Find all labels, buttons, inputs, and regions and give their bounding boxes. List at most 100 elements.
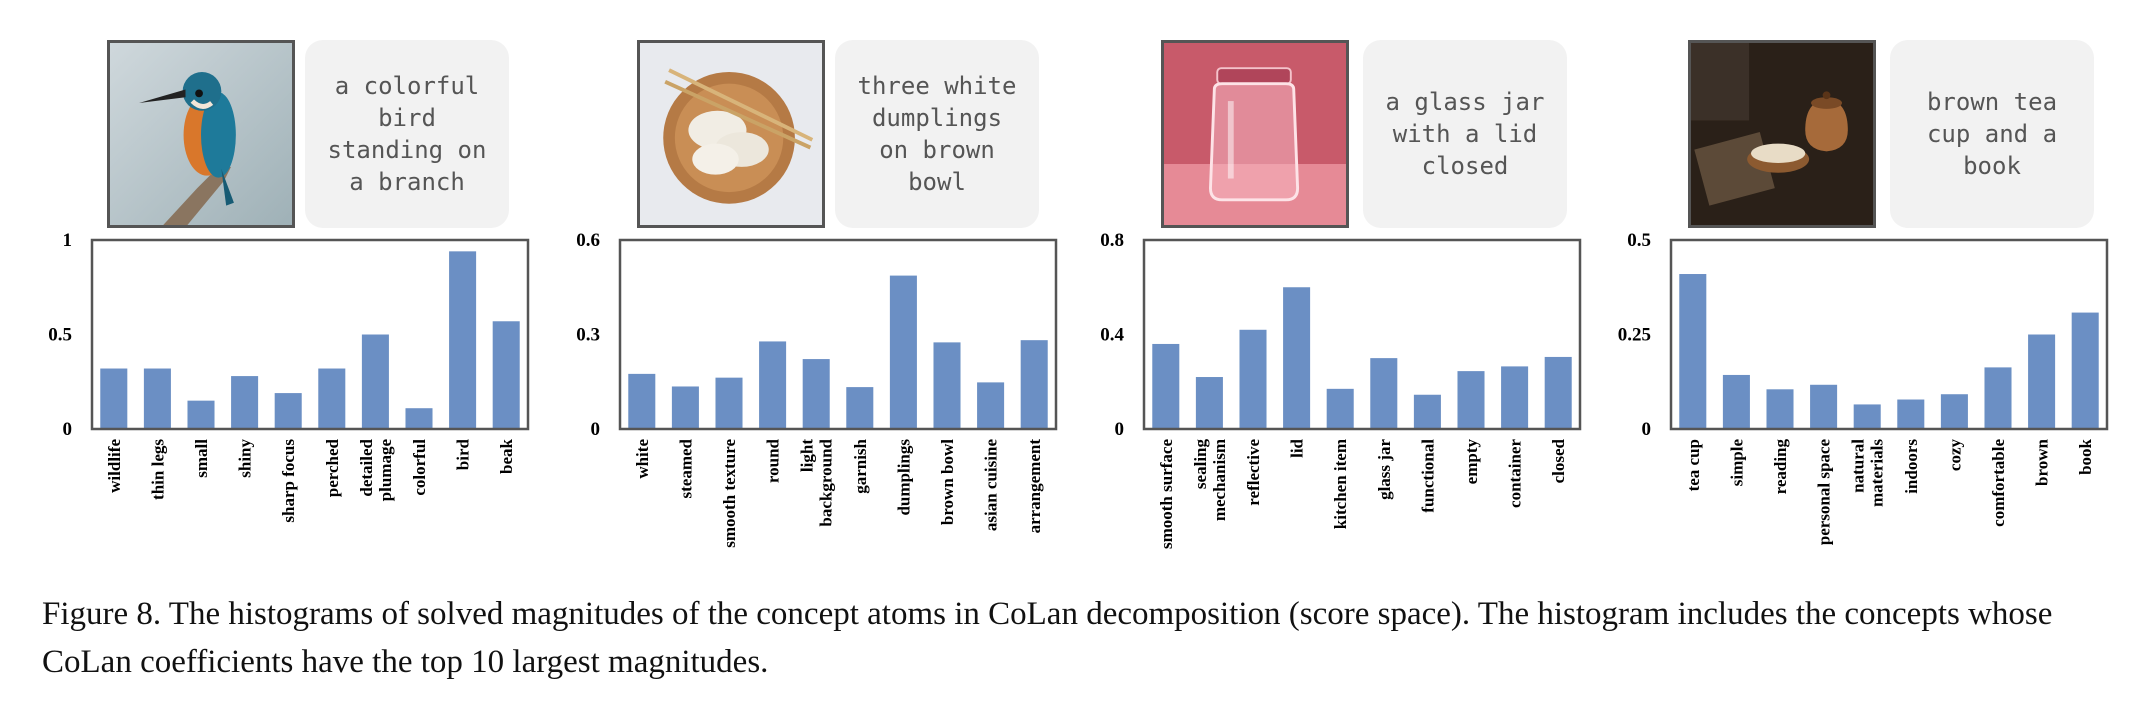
category-label: sharp focus [279,439,298,523]
bar [361,334,389,429]
category-label: simple [1727,439,1746,487]
category-label: asian cuisine [982,439,1001,532]
category-label: bird [454,438,473,470]
bar [977,382,1005,429]
bar [889,275,917,429]
y-tick-label: 0 [1642,419,1652,440]
bar [1679,274,1707,429]
y-tick-label: 1 [63,230,73,251]
category-label: beak [497,438,516,474]
panel-caption: brown tea cup and a book [1890,40,2094,228]
category-label: steamed [676,438,695,498]
category-label: lightbackground [798,438,836,526]
figure-caption: Figure 8. The histograms of solved magni… [42,596,2053,680]
bar [933,342,961,429]
category-label: naturalmaterials [1849,439,1887,507]
panel-caption-text: a colorful bird standing on a branch [327,72,487,196]
bar [274,393,302,429]
y-tick-label: 0.5 [1627,230,1651,251]
dumplings-bowl-photo [637,40,825,228]
category-label: detailedplumage [357,438,395,501]
plot-frame [1669,238,2109,431]
category-label: colorful [410,439,429,496]
bar [100,368,128,429]
histogram-4: tea cup simple reading personal space natura… [1618,230,2109,546]
bar [318,368,346,429]
bar [231,376,259,429]
category-label: book [2076,438,2095,474]
bird-image-drawing [110,43,292,225]
category-label: comfortable [1989,439,2008,527]
category-label: lid [1288,438,1307,457]
bar [1413,394,1441,429]
y-tick-label: 0.4 [1100,325,1124,346]
bar [2028,334,2056,429]
bar [1766,389,1794,429]
y-tick-label: 0.5 [48,325,72,346]
bar [715,377,743,429]
panel-caption: a colorful bird standing on a branch [305,40,509,228]
bar [1152,343,1180,429]
bar [1283,287,1311,429]
jar-image-drawing [1164,43,1346,225]
histogram-3: smooth surface sealingmechanism reflective… [1100,230,1582,549]
bar [2071,312,2099,429]
tea-image-drawing [1691,43,1873,225]
bar [143,368,171,429]
histograms: wildlife thin legs small shiny sharp focus pe… [48,230,2109,549]
category-label: kitchen item [1331,439,1350,529]
y-tick-label: 0.3 [576,325,600,346]
bar [1457,371,1485,429]
bar [1940,394,1968,429]
panel-caption-text: three white dumplings on brown bowl [857,72,1017,196]
figure: a colorful bird standing on a branch thr… [48,40,2109,549]
plot-frame [1142,238,1582,431]
y-tick-label: 0.6 [576,230,600,251]
category-label: glass jar [1375,439,1394,500]
category-label: container [1506,439,1525,508]
bar [1326,388,1354,429]
histogram-1: wildlife thin legs small shiny sharp focus pe… [48,230,530,523]
category-label: empty [1462,439,1481,485]
dumplings-image-drawing [640,43,822,225]
category-label: tea cup [1684,439,1703,491]
category-label: dumplings [894,439,913,516]
category-label: reading [1771,439,1790,495]
bar [449,251,477,429]
category-label: shiny [236,439,255,478]
category-label: round [764,438,783,483]
category-label: functional [1418,439,1437,513]
bar [492,321,520,429]
category-label: white [633,439,652,479]
y-tick-label: 0.8 [1100,230,1124,251]
panel-caption: a glass jar with a lid closed [1363,40,1567,228]
category-label: wildlife [105,439,124,493]
plot-frame [618,238,1058,431]
category-label: personal space [1815,439,1834,546]
category-label: cozy [1945,439,1964,472]
y-tick-label: 0 [63,419,73,440]
kingfisher-bird-photo [107,40,295,228]
bar [1544,356,1572,429]
y-tick-label: 0 [1115,419,1125,440]
panel-caption: three white dumplings on brown bowl [835,40,1039,228]
category-label: thin legs [148,439,167,500]
category-label: smooth texture [720,439,739,548]
bar [1853,404,1881,429]
panel-caption-text: a glass jar with a lid closed [1385,88,1545,180]
category-label: garnish [851,438,870,493]
bar [1897,399,1925,429]
bar [1501,366,1529,429]
histogram-2: white steamed smooth texture round lightback… [576,230,1058,548]
bar [1195,377,1223,429]
bar [405,408,433,429]
category-label: brown [2033,438,2052,485]
bar [187,400,215,429]
glass-jar-photo [1161,40,1349,228]
category-label: brown bowl [938,439,957,525]
bar [1239,329,1267,429]
y-tick-label: 0.25 [1618,325,1651,346]
bar [846,387,874,429]
bar [628,373,656,429]
plot-frame [90,238,530,431]
